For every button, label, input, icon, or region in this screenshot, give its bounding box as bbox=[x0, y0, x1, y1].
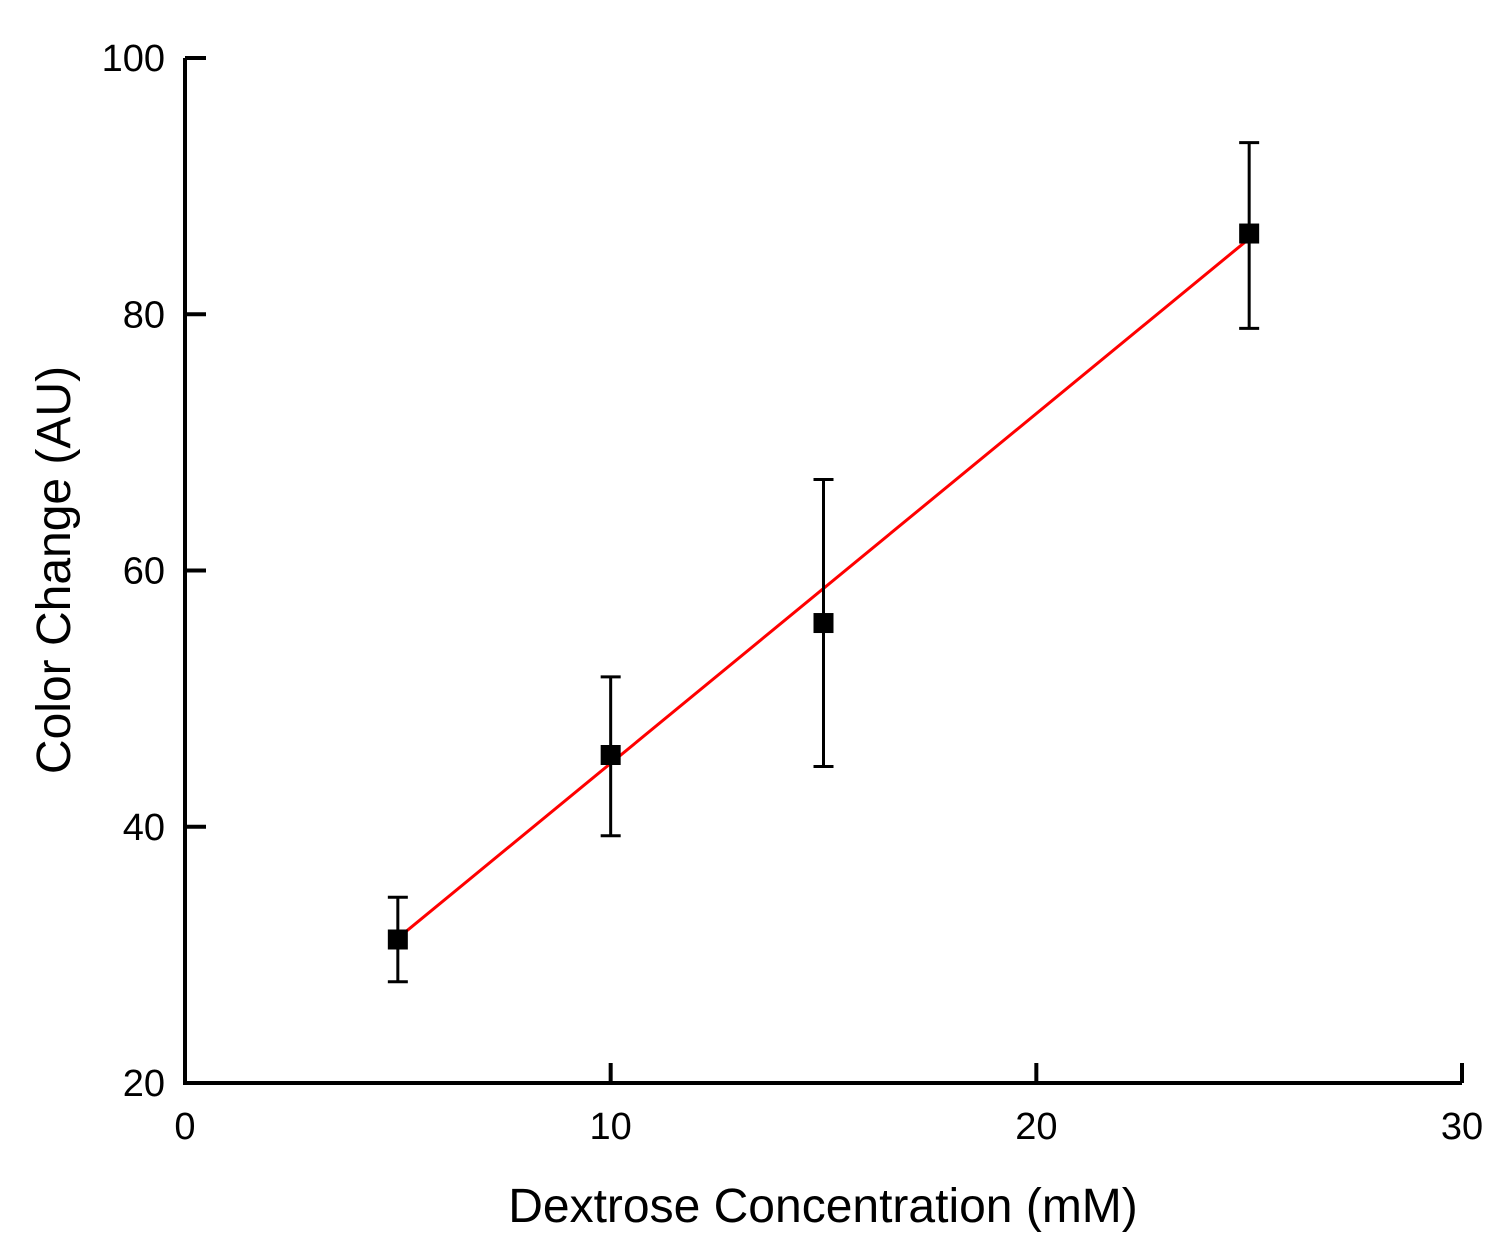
data-point bbox=[813, 613, 834, 634]
data-point bbox=[387, 929, 408, 950]
y-tick-label: 60 bbox=[123, 551, 165, 593]
data-point bbox=[1239, 223, 1260, 244]
x-tick-label: 20 bbox=[1015, 1106, 1057, 1148]
y-tick-label: 40 bbox=[123, 807, 165, 849]
x-tick-label: 30 bbox=[1441, 1106, 1483, 1148]
ticks-layer: 0 10 20 30 20 40 60 80 100 bbox=[102, 38, 1484, 1148]
y-tick-label: 20 bbox=[123, 1063, 165, 1105]
x-tick-label: 10 bbox=[590, 1106, 632, 1148]
x-axis-title: Dextrose Concentration (mM) bbox=[508, 1180, 1138, 1233]
y-tick-label: 80 bbox=[123, 294, 165, 336]
y-tick-label: 100 bbox=[102, 38, 165, 80]
y-axis-title: Color Change (AU) bbox=[28, 366, 81, 774]
data-point bbox=[600, 745, 621, 765]
x-tick-label: 0 bbox=[174, 1106, 195, 1148]
data-markers-layer bbox=[387, 223, 1260, 950]
error-bars-layer bbox=[387, 141, 1260, 984]
